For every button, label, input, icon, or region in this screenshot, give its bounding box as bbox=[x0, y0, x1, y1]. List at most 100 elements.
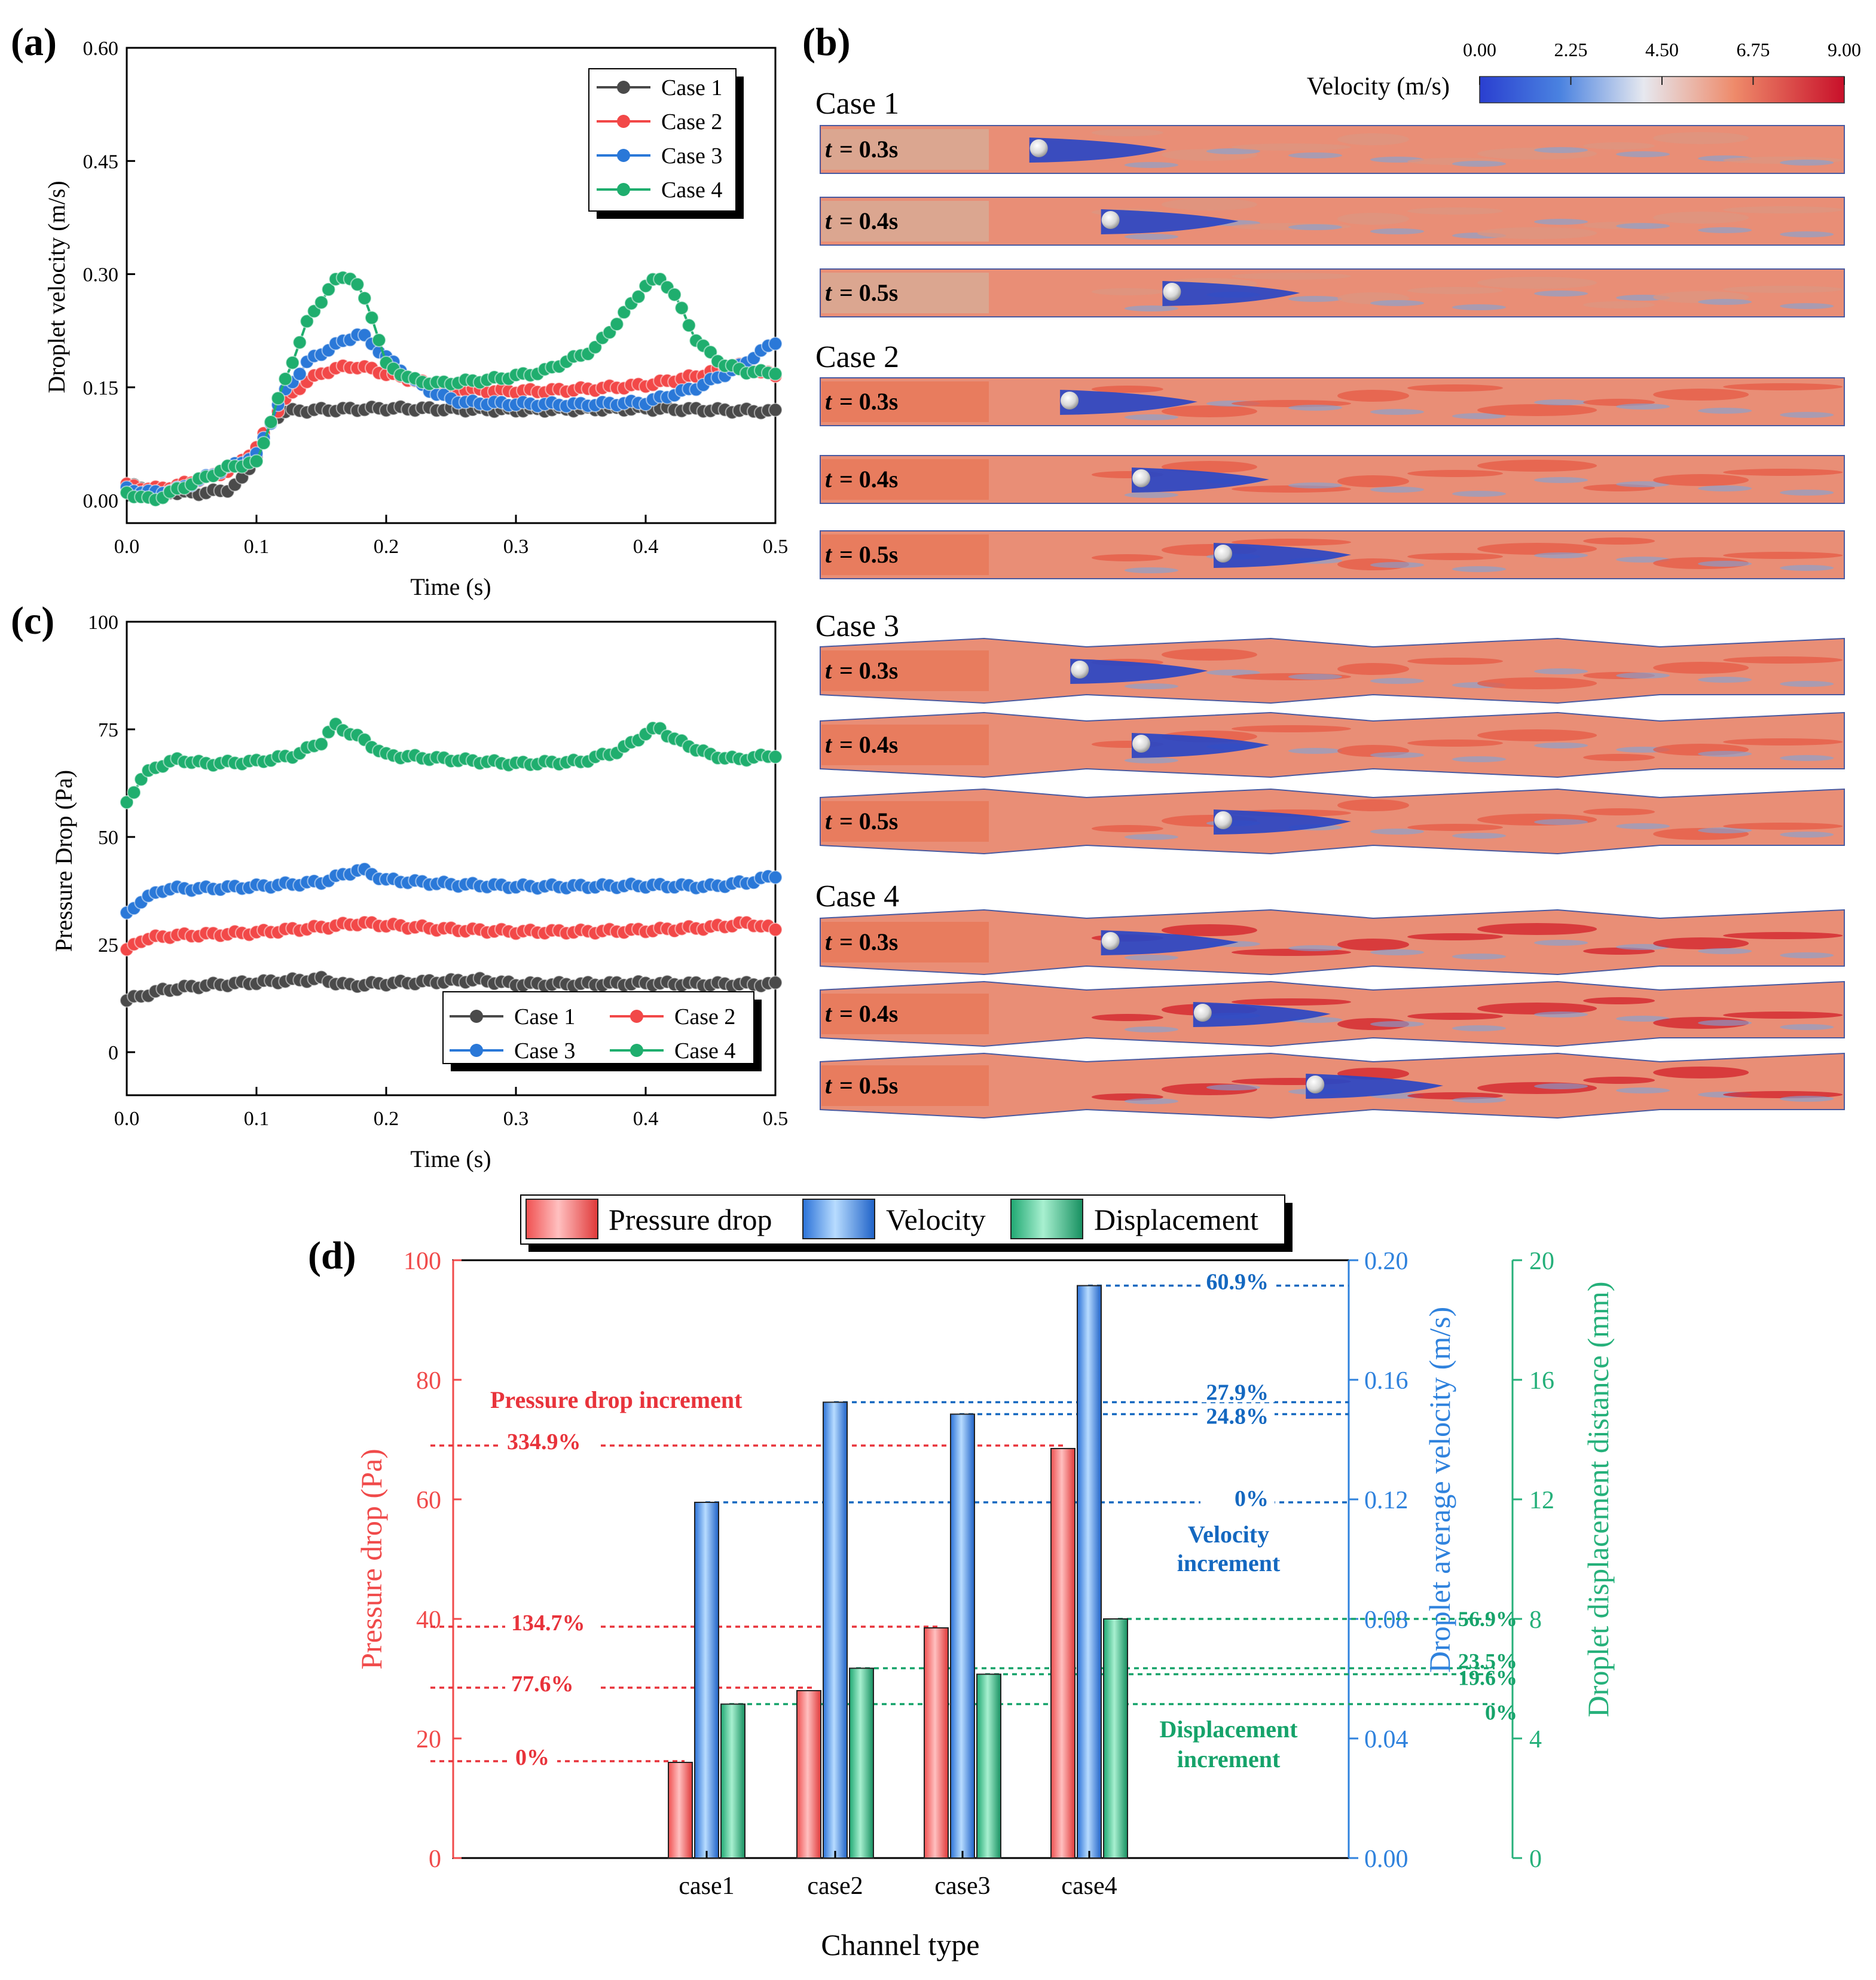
data-point bbox=[357, 291, 372, 305]
low-velocity-streak bbox=[1288, 482, 1342, 488]
data-point bbox=[314, 737, 329, 751]
inlet-region bbox=[821, 725, 989, 765]
data-point bbox=[256, 436, 271, 451]
droplet bbox=[1163, 283, 1181, 301]
legend-d: Pressure drop Velocity Displacement bbox=[520, 1194, 1293, 1252]
inlet-region bbox=[821, 129, 989, 170]
case-title-1: Case 1 bbox=[815, 87, 899, 121]
x-tick-label: 0.0 bbox=[114, 536, 140, 558]
velocity-streak bbox=[1477, 277, 1597, 289]
velocity-streak bbox=[1653, 389, 1749, 401]
x-tick-label: 0.2 bbox=[374, 536, 399, 558]
droplet-wake bbox=[1193, 1002, 1331, 1027]
low-velocity-streak bbox=[1698, 561, 1752, 567]
low-velocity-streak bbox=[1698, 948, 1752, 954]
data-point bbox=[609, 317, 624, 332]
data-point bbox=[768, 975, 783, 990]
low-velocity-streak bbox=[1124, 1098, 1178, 1104]
pressure-increment-label: 334.9% bbox=[507, 1429, 581, 1455]
contour-strip: t = 0.5s bbox=[820, 1052, 1845, 1119]
droplet-wake bbox=[1101, 930, 1239, 955]
velocity-streak bbox=[1477, 543, 1597, 555]
low-velocity-streak bbox=[1288, 405, 1342, 411]
x-tick-label: case4 bbox=[1061, 1872, 1117, 1900]
low-velocity-streak bbox=[1206, 1084, 1260, 1090]
velocity-streak bbox=[1407, 384, 1504, 392]
data-point bbox=[768, 402, 783, 417]
legend-box-a bbox=[588, 68, 737, 212]
velocity-bar bbox=[950, 1413, 975, 1859]
velocity-streak bbox=[1337, 939, 1410, 951]
y-tick-label: 0.15 bbox=[83, 377, 119, 399]
time-label-value: = 0.5s bbox=[839, 808, 898, 835]
axes-d: 0 20 40 60 80 100 0.00 0.04 0.08 0.12 0.16 0.20 0 4 8 1… bbox=[404, 1248, 1554, 1873]
low-velocity-streak bbox=[1370, 752, 1425, 758]
low-velocity-streak bbox=[1780, 303, 1834, 309]
right1-tick-label: 0.08 bbox=[1364, 1606, 1408, 1634]
low-velocity-streak bbox=[1452, 833, 1507, 839]
data-point bbox=[278, 371, 293, 386]
low-velocity-streak bbox=[1370, 300, 1425, 306]
inlet-region bbox=[821, 1065, 989, 1106]
time-label-value: = 0.4s bbox=[839, 207, 898, 234]
inlet-region bbox=[821, 201, 989, 242]
low-velocity-streak bbox=[1370, 409, 1425, 415]
low-velocity-streak bbox=[1124, 567, 1178, 573]
droplet bbox=[1132, 735, 1151, 753]
velocity-streak bbox=[1583, 1077, 1655, 1084]
velocity-streak bbox=[1161, 461, 1257, 473]
velocity-streak bbox=[1583, 808, 1655, 815]
case-title-3: Case 3 bbox=[815, 609, 899, 643]
low-velocity-streak bbox=[1124, 757, 1178, 763]
velocity-streak bbox=[1723, 286, 1843, 293]
velocity-increment-label: 24.8% bbox=[1206, 1404, 1269, 1429]
data-point bbox=[314, 295, 329, 310]
right2-tick-label: 16 bbox=[1529, 1367, 1554, 1395]
legend-marker bbox=[617, 149, 630, 162]
x-tick-label: case2 bbox=[807, 1872, 863, 1900]
left-tick-label: 60 bbox=[416, 1487, 441, 1514]
droplet-wake bbox=[1214, 543, 1352, 568]
x-axis-label-c: Time (s) bbox=[410, 1145, 491, 1172]
data-point bbox=[271, 391, 286, 406]
time-label-var: t bbox=[825, 466, 833, 493]
left-tick-label: 80 bbox=[416, 1367, 441, 1395]
case-title-4: Case 4 bbox=[815, 879, 899, 913]
label-backdrop bbox=[1200, 1379, 1275, 1402]
time-label-var: t bbox=[825, 731, 833, 758]
low-velocity-streak bbox=[1206, 670, 1260, 676]
x-tick-label: 0.5 bbox=[763, 1108, 789, 1130]
low-velocity-streak bbox=[1452, 756, 1507, 762]
legend-marker bbox=[470, 1044, 483, 1057]
velocity-streak bbox=[1337, 799, 1410, 811]
displacement-bar bbox=[849, 1667, 874, 1859]
droplet-wake bbox=[1132, 468, 1270, 493]
time-label-var: t bbox=[825, 928, 833, 955]
droplet bbox=[1193, 1004, 1212, 1022]
legend-a: Case 1 Case 2 Case 3 Case 4 bbox=[588, 68, 744, 219]
low-velocity-streak bbox=[1534, 219, 1588, 225]
velocity-streak bbox=[1337, 133, 1410, 145]
y-axis-label-velocity: Droplet average velocity (m/s) bbox=[1423, 1307, 1456, 1673]
velocity-streak bbox=[1337, 475, 1410, 487]
data-point bbox=[300, 314, 314, 329]
contour-strip: t = 0.4s bbox=[820, 455, 1845, 504]
colorbar-tick-label: 6.75 bbox=[1737, 39, 1770, 60]
velocity-bar bbox=[1077, 1285, 1102, 1859]
velocity-streak bbox=[1653, 212, 1749, 224]
velocity-bar bbox=[823, 1401, 848, 1859]
right1-tick-label: 0.16 bbox=[1364, 1367, 1408, 1395]
low-velocity-streak bbox=[1124, 162, 1178, 168]
panel-label-c: (c) bbox=[11, 599, 54, 643]
legend-marker bbox=[630, 1044, 643, 1057]
velocity-streak bbox=[1091, 1014, 1163, 1021]
time-label-var: t bbox=[825, 207, 833, 234]
y-axis-label-a: Droplet velocity (m/s) bbox=[43, 181, 70, 393]
velocity-streak bbox=[1091, 288, 1163, 295]
legend-swatch-velocity bbox=[802, 1199, 875, 1239]
displacement-increment-label: 23.5% bbox=[1458, 1649, 1517, 1673]
velocity-streak bbox=[1723, 1012, 1843, 1019]
legend-label: Case 2 bbox=[674, 1004, 735, 1029]
